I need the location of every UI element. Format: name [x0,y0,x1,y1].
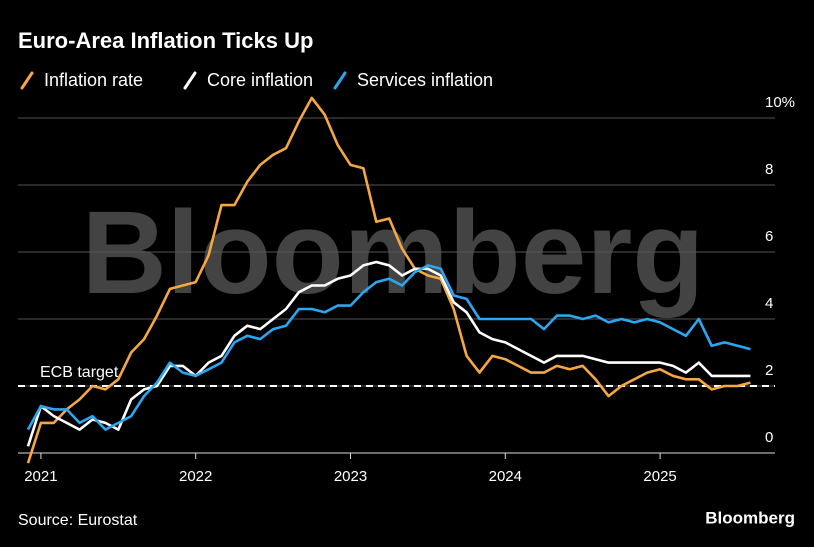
legend-label: Core inflation [207,70,313,90]
line-series [26,264,751,431]
line-series [26,260,751,447]
y-tick-label: 6 [765,228,773,245]
watermark: Bloomberg [82,187,705,319]
y-tick-label: 10% [765,94,795,111]
y-tick-label: 2 [765,362,773,379]
x-tick-label: 2022 [179,468,212,485]
legend-swatch [183,71,197,90]
x-tick-label: 2024 [489,468,522,485]
x-tick-label: 2025 [643,468,676,485]
y-tick-label: 0 [765,429,773,446]
legend-label: Services inflation [357,70,493,90]
x-tick-label: 2023 [334,468,367,485]
legend-swatch [20,71,34,90]
legend-swatch [333,71,347,90]
x-tick-label: 2021 [24,468,57,485]
y-tick-label: 8 [765,161,773,178]
target-label: ECB target [40,364,119,381]
line-series [26,96,751,464]
y-tick-label: 4 [765,295,773,312]
brand: Bloomberg [705,508,795,527]
chart-title: Euro-Area Inflation Ticks Up [18,28,313,53]
source: Source: Eurostat [18,512,138,529]
legend-label: Inflation rate [44,70,143,90]
